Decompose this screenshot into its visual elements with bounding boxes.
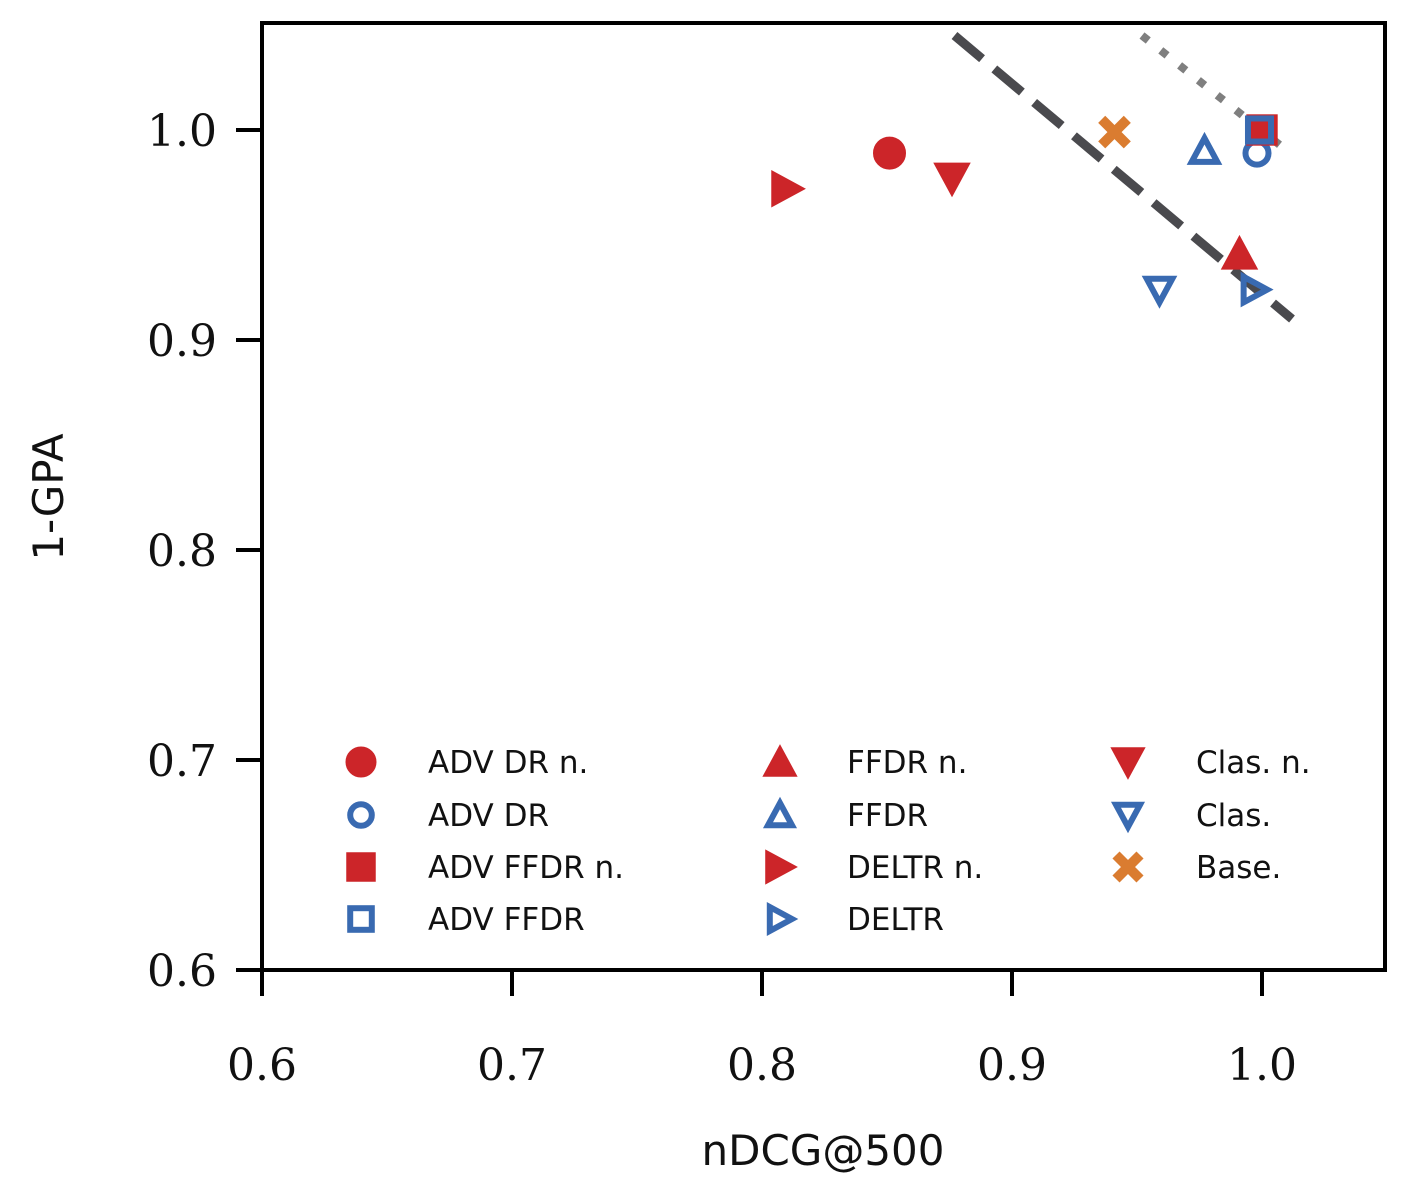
legend-marker	[1110, 801, 1146, 834]
y-tick-label: 0.7	[147, 736, 217, 787]
legend-marker	[1112, 851, 1144, 883]
legend-marker	[766, 901, 799, 937]
data-point-series-6	[771, 170, 806, 208]
legend-label: ADV DR	[428, 798, 549, 834]
data-point-series-9	[1141, 275, 1178, 309]
legend-label: FFDR	[847, 798, 928, 834]
x-tick-label: 0.6	[227, 1040, 297, 1091]
legend-label: ADV FFDR n.	[428, 850, 624, 886]
y-tick-label: 0.6	[147, 946, 217, 997]
y-tick-label: 1.0	[147, 106, 217, 157]
x-tick-label: 0.9	[977, 1040, 1047, 1091]
data-point-series-10	[1098, 115, 1131, 149]
legend-label: ADV FFDR	[428, 902, 585, 938]
data-point-series-3	[1244, 115, 1275, 145]
x-tick-label: 0.8	[727, 1040, 797, 1091]
legend-marker	[762, 796, 798, 829]
legend-marker	[345, 746, 377, 778]
legend-label: Clas. n.	[1196, 745, 1311, 781]
legend: ADV DR n. ADV DR ADV FFDR n. ADV FFDR FFDR n…	[345, 744, 1311, 938]
reference-line-dashed	[951, 32, 1295, 323]
legend-marker	[346, 852, 376, 882]
y-axis-ticks: 0.6 0.7 0.8 0.9 1.0	[147, 106, 262, 997]
data-point-series-0	[873, 136, 906, 170]
legend-marker	[347, 905, 375, 933]
x-tick-label: 0.7	[477, 1040, 547, 1091]
data-point-series-8	[933, 162, 971, 198]
x-axis-title: nDCG@500	[702, 1126, 945, 1175]
x-tick-label: 1.0	[1227, 1040, 1297, 1091]
legend-label: Clas.	[1196, 798, 1271, 834]
data-point-series-4	[1220, 234, 1259, 270]
legend-marker	[347, 801, 375, 829]
legend-label: ADV DR n.	[428, 745, 588, 781]
legend-marker	[765, 849, 798, 885]
y-tick-label: 0.8	[147, 526, 217, 577]
y-tick-label: 0.9	[147, 316, 217, 367]
legend-label: DELTR n.	[847, 850, 983, 886]
y-axis-title: 1-GPA	[24, 433, 73, 561]
data-point-series-7	[1240, 271, 1274, 308]
legend-label: Base.	[1196, 850, 1281, 886]
legend-label: FFDR n.	[847, 745, 967, 781]
legend-marker	[762, 744, 798, 777]
legend-label: DELTR	[847, 902, 944, 938]
data-points	[771, 114, 1278, 309]
legend-marker	[1110, 747, 1146, 780]
data-point-series-5	[1186, 131, 1223, 165]
x-axis-ticks: 0.6 0.7 0.8 0.9 1.0	[227, 970, 1297, 1091]
plot-frame	[260, 21, 1387, 972]
